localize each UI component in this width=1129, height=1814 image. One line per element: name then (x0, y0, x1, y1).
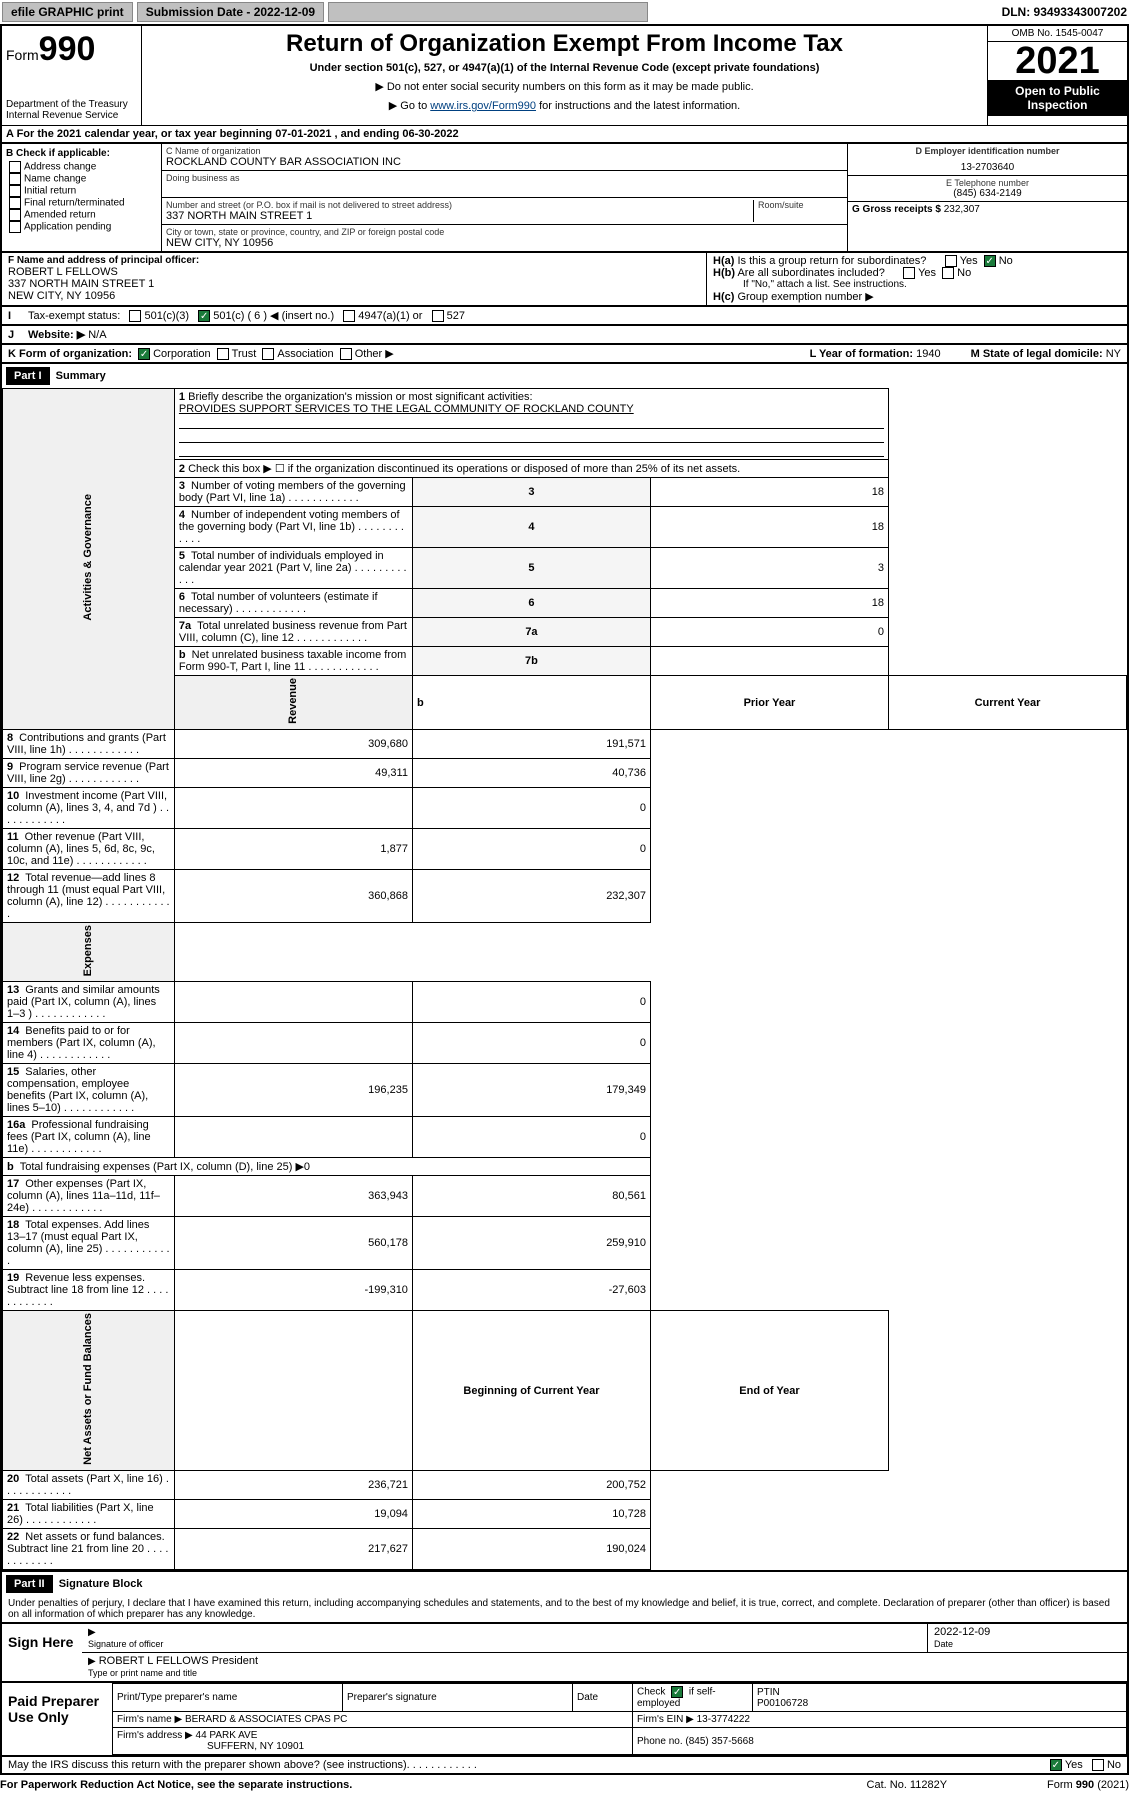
cb-association[interactable] (262, 348, 274, 360)
tax-year: 2021 (988, 42, 1127, 80)
telephone: (845) 634-2149 (852, 188, 1123, 199)
blank-button (328, 2, 648, 22)
discuss-row: May the IRS discuss this return with the… (0, 1757, 1129, 1775)
ha-no-checkbox[interactable] (984, 255, 996, 267)
form-header: Form990 Department of the Treasury Inter… (0, 24, 1129, 125)
efile-button[interactable]: efile GRAPHIC print (2, 2, 133, 22)
street-address: 337 NORTH MAIN STREET 1 (166, 210, 753, 222)
firm-name: BERARD & ASSOCIATES CPAS PC (185, 1714, 347, 1725)
officer-addr: 337 NORTH MAIN STREET 1 (8, 278, 700, 290)
sign-date: 2022-12-09 (934, 1626, 990, 1638)
section-c: C Name of organizationROCKLAND COUNTY BA… (162, 144, 847, 251)
preparer-block: Paid Preparer Use Only Print/Type prepar… (0, 1683, 1129, 1757)
cb-initial-return[interactable]: Initial return (6, 185, 157, 197)
firm-addr: 44 PARK AVE (196, 1730, 258, 1741)
dln-label: DLN: 93493343007202 (1002, 5, 1127, 19)
section-f: F Name and address of principal officer:… (2, 253, 707, 305)
vtab-netassets: Net Assets or Fund Balances (82, 1313, 94, 1465)
org-name: ROCKLAND COUNTY BAR ASSOCIATION INC (166, 156, 843, 168)
submission-button[interactable]: Submission Date - 2022-12-09 (137, 2, 324, 22)
sections-bcdeg: B Check if applicable: Address change Na… (0, 144, 1129, 253)
cb-discuss-yes[interactable] (1050, 1759, 1062, 1771)
paid-preparer-label: Paid Preparer Use Only (2, 1683, 112, 1755)
cb-trust[interactable] (217, 348, 229, 360)
irs-link[interactable]: www.irs.gov/Form990 (430, 100, 536, 112)
officer-name: ROBERT L FELLOWS (8, 266, 700, 278)
cat-no: Cat. No. 11282Y (867, 1779, 948, 1791)
dba (166, 183, 843, 195)
vtab-expenses: Expenses (82, 925, 94, 976)
section-b: B Check if applicable: Address change Na… (2, 144, 162, 251)
cb-corporation[interactable] (138, 348, 150, 360)
state-domicile: NY (1106, 348, 1121, 360)
city-state-zip: NEW CITY, NY 10956 (166, 237, 843, 249)
firm-ein: 13-3774222 (697, 1714, 750, 1725)
form-title: Return of Organization Exempt From Incom… (152, 30, 977, 58)
part-i: Part I Summary Activities & Governance 1… (0, 364, 1129, 1572)
summary-table: Activities & Governance 1 Briefly descri… (2, 388, 1127, 1570)
form-subtitle: Under section 501(c), 527, or 4947(a)(1)… (152, 62, 977, 74)
cb-application-pending[interactable]: Application pending (6, 221, 157, 233)
firm-phone: (845) 357-5668 (685, 1736, 753, 1747)
inspection-badge: Open to Public Inspection (988, 80, 1127, 116)
cb-other[interactable] (340, 348, 352, 360)
cb-527[interactable] (432, 310, 444, 322)
sections-deg: D Employer identification number13-27036… (847, 144, 1127, 251)
vtab-revenue: Revenue (287, 678, 299, 724)
sections-klm: K Form of organization: Corporation Trus… (0, 345, 1129, 364)
declaration: Under penalties of perjury, I declare th… (2, 1596, 1127, 1622)
section-h: H(a) Is this a group return for subordin… (707, 253, 1127, 305)
section-a: A For the 2021 calendar year, or tax yea… (0, 125, 1129, 144)
dept-label: Department of the Treasury (6, 99, 137, 110)
cb-address-change[interactable]: Address change (6, 161, 157, 173)
firm-city: SUFFERN, NY 10901 (117, 1741, 304, 1752)
cb-501c3[interactable] (129, 310, 141, 322)
cb-amended-return[interactable]: Amended return (6, 209, 157, 221)
cb-final-return[interactable]: Final return/terminated (6, 197, 157, 209)
form-ref: Form 990 (2021) (1047, 1779, 1129, 1791)
sign-here-label: Sign Here (2, 1624, 82, 1681)
mission: PROVIDES SUPPORT SERVICES TO THE LEGAL C… (179, 403, 634, 415)
footer: For Paperwork Reduction Act Notice, see … (0, 1775, 1129, 1795)
cb-name-change[interactable]: Name change (6, 173, 157, 185)
cb-self-employed[interactable] (671, 1686, 683, 1698)
form-number: Form990 (6, 30, 137, 69)
sections-fh: F Name and address of principal officer:… (0, 253, 1129, 307)
section-i: I Tax-exempt status: 501(c)(3) 501(c) ( … (0, 307, 1129, 326)
top-bar: efile GRAPHIC print Submission Date - 20… (0, 0, 1129, 24)
irs-label: Internal Revenue Service (6, 110, 137, 121)
ptin: P00106728 (757, 1698, 808, 1709)
gross-receipts: 232,307 (944, 204, 980, 215)
cb-4947[interactable] (343, 310, 355, 322)
sign-block: Sign Here Signature of officer 2022-12-0… (0, 1624, 1129, 1683)
officer-sig-name: ROBERT L FELLOWS President (99, 1655, 258, 1667)
vtab-governance: Activities & Governance (82, 494, 94, 621)
cb-discuss-no[interactable] (1092, 1759, 1104, 1771)
website: N/A (88, 329, 106, 341)
part-ii: Part II Signature Block Under penalties … (0, 1572, 1129, 1624)
ein: 13-2703640 (852, 162, 1123, 173)
cb-501c-other[interactable] (198, 310, 210, 322)
note-ssn: ▶ Do not enter social security numbers o… (152, 80, 977, 93)
section-j: J Website: ▶ N/A (0, 326, 1129, 345)
note-link: ▶ Go to www.irs.gov/Form990 for instruct… (152, 99, 977, 112)
pra-notice: For Paperwork Reduction Act Notice, see … (0, 1779, 867, 1791)
year-formation: 1940 (916, 348, 940, 360)
officer-city: NEW CITY, NY 10956 (8, 290, 700, 302)
